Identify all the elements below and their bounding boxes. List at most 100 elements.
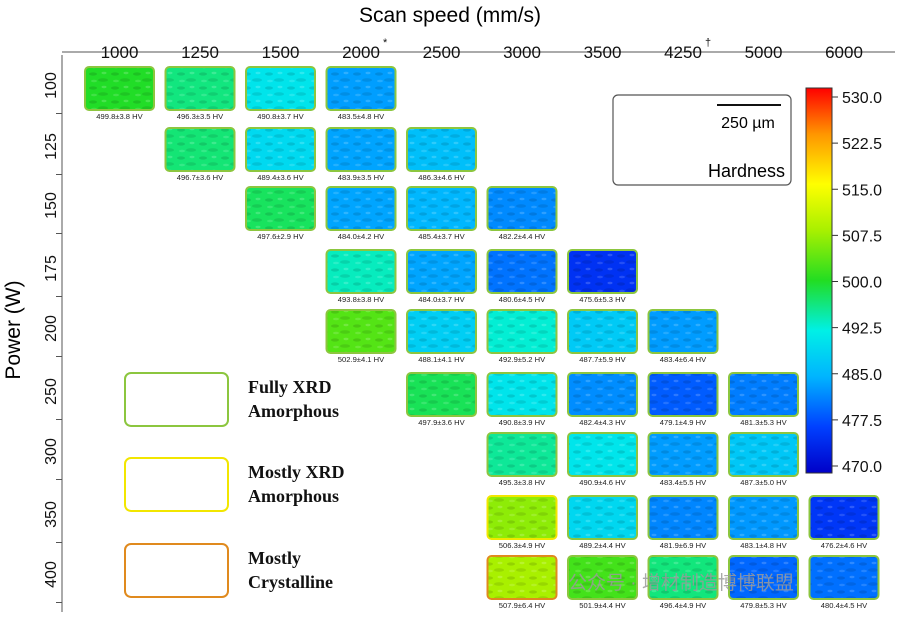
cell-250-2500: 497.9±3.6 HV: [406, 372, 477, 427]
cell-texture: [247, 188, 314, 229]
colorbar-ticks: 530.0 522.5 515.0 507.5 500.0 492.5 485.0 477.5…: [832, 90, 882, 476]
cell-value-label: 482.4±4.3 HV: [579, 418, 626, 427]
colorbar-tick-label: 470.0: [842, 459, 882, 476]
cell-value-label: 497.9±3.6 HV: [418, 418, 465, 427]
cell-value-label: 495.3±3.8 HV: [499, 478, 546, 487]
cell-texture: [408, 374, 475, 415]
cell-value-label: 506.3±4.9 HV: [499, 541, 546, 550]
cell-value-label: 490.8±3.9 HV: [499, 418, 546, 427]
cell-value-label: 484.0±4.2 HV: [338, 232, 385, 241]
cell-value-label: 476.2±4.6 HV: [821, 541, 868, 550]
cell-200-3000: 492.9±5.2 HV: [486, 309, 558, 364]
legend-label-line: Fully XRD: [248, 377, 332, 397]
y-tick-200: 200: [43, 315, 60, 342]
y-tick-400: 400: [43, 561, 60, 588]
cell-texture: [488, 311, 556, 352]
cell-value-label: 490.8±3.7 HV: [257, 112, 304, 121]
y-tick-100: 100: [43, 72, 60, 99]
cell-value-label: 496.3±3.5 HV: [177, 112, 224, 121]
cell-400-5000: 479.8±5.3 HV: [728, 555, 799, 610]
legend-label-line: Amorphous: [248, 486, 339, 506]
cell-texture: [730, 434, 797, 475]
cell-value-label: 490.9±4.6 HV: [579, 478, 626, 487]
cell-texture: [488, 188, 556, 229]
scale-bar-label: 250 µm: [721, 115, 775, 132]
cell-125-2500: 486.3±4.6 HV: [406, 127, 477, 182]
cell-value-label: 483.4±5.5 HV: [660, 478, 707, 487]
cell-value-label: 481.9±6.9 HV: [660, 541, 707, 550]
cell-value-label: 485.4±3.7 HV: [418, 232, 465, 241]
cell-value-label: 496.7±3.6 HV: [177, 173, 224, 182]
cell-texture: [730, 374, 797, 415]
cell-value-label: 492.9±5.2 HV: [499, 355, 546, 364]
legend-label-line: Crystalline: [248, 572, 333, 592]
cell-400-4250: 496.4±4.9 HV: [647, 555, 719, 610]
cell-texture: [408, 311, 475, 352]
y-tick-300: 300: [43, 438, 60, 465]
cell-texture: [649, 374, 717, 415]
colorbar-tick-label: 507.5: [842, 228, 882, 245]
cell-250-5000: 481.3±5.3 HV: [728, 372, 799, 427]
cell-texture: [327, 68, 395, 109]
cell-350-6000: 476.2±4.6 HV: [808, 495, 880, 550]
cell-value-label: 475.6±5.3 HV: [579, 295, 626, 304]
cell-texture: [327, 129, 395, 170]
legend-item-3: Mostly Crystalline: [124, 543, 333, 598]
cell-texture: [730, 497, 797, 538]
legend-label-line: Mostly: [248, 548, 301, 568]
cell-texture: [327, 188, 395, 229]
cell-texture: [569, 251, 636, 292]
colorbar-tick-label: 500.0: [842, 275, 882, 292]
cell-value-label: 496.4±4.9 HV: [660, 601, 707, 610]
cell-texture: [649, 497, 717, 538]
cell-value-label: 482.2±4.4 HV: [499, 232, 546, 241]
colorbar-tick-label: 530.0: [842, 90, 882, 107]
cell-value-label: 480.4±4.5 HV: [821, 601, 868, 610]
colorbar-tick-label: 522.5: [842, 136, 882, 153]
colorbar-tick-label: 477.5: [842, 413, 882, 430]
cell-texture: [649, 311, 717, 352]
cell-texture: [488, 251, 556, 292]
cell-value-label: 479.1±4.9 HV: [660, 418, 707, 427]
cell-300-3500: 490.9±4.6 HV: [567, 432, 638, 487]
cell-value-label: 488.1±4.1 HV: [418, 355, 465, 364]
x-axis-title: Scan speed (mm/s): [359, 4, 541, 27]
cell-texture: [810, 497, 878, 538]
x-tick-mark-2000: *: [383, 37, 388, 49]
cell-value-label: 479.8±5.3 HV: [740, 601, 787, 610]
cell-400-6000: 480.4±4.5 HV: [808, 555, 880, 610]
cell-texture: [86, 68, 153, 109]
cell-200-2000: 502.9±4.1 HV: [325, 309, 397, 364]
cell-175-3500: 475.6±5.3 HV: [567, 249, 638, 304]
cell-100-1500: 490.8±3.7 HV: [245, 66, 316, 121]
cell-value-label: 483.9±3.5 HV: [338, 173, 385, 182]
legend-swatch: [124, 372, 229, 427]
watermark-text: 公众号 · 增材制造博博联盟: [568, 572, 794, 594]
cell-texture: [569, 311, 636, 352]
legend-label-line: Amorphous: [248, 401, 339, 421]
cell-400-3500: 501.9±4.4 HV: [567, 555, 638, 610]
y-axis-title: Power (W): [2, 280, 25, 379]
y-ticks: 100 125 150 175 200 250 300 350 400: [43, 72, 62, 603]
x-tick-1250: 1250: [181, 43, 219, 62]
cell-value-label: 499.8±3.8 HV: [96, 112, 143, 121]
cell-value-label: 484.0±3.7 HV: [418, 295, 465, 304]
cell-value-label: 501.9±4.4 HV: [579, 601, 626, 610]
cell-125-1500: 489.4±3.6 HV: [245, 127, 316, 182]
cell-texture: [488, 374, 556, 415]
cell-texture: [810, 557, 878, 598]
x-tick-5000: 5000: [745, 43, 783, 62]
cell-150-2500: 485.4±3.7 HV: [406, 186, 477, 241]
cell-texture: [247, 68, 314, 109]
legend-item-1: Fully XRD Amorphous: [124, 372, 339, 427]
legend-swatch: [124, 457, 229, 512]
x-tick-2500: 2500: [423, 43, 461, 62]
cell-texture: [408, 129, 475, 170]
colorbar-tick-label: 485.0: [842, 367, 882, 384]
cell-300-5000: 487.3±5.0 HV: [728, 432, 799, 487]
cell-value-label: 486.3±4.6 HV: [418, 173, 465, 182]
x-tick-1000: 1000: [101, 43, 139, 62]
x-ticks: 1000 1250 1500 2000 * 2500 3000 3500 4250 † 5000 60…: [101, 37, 863, 62]
